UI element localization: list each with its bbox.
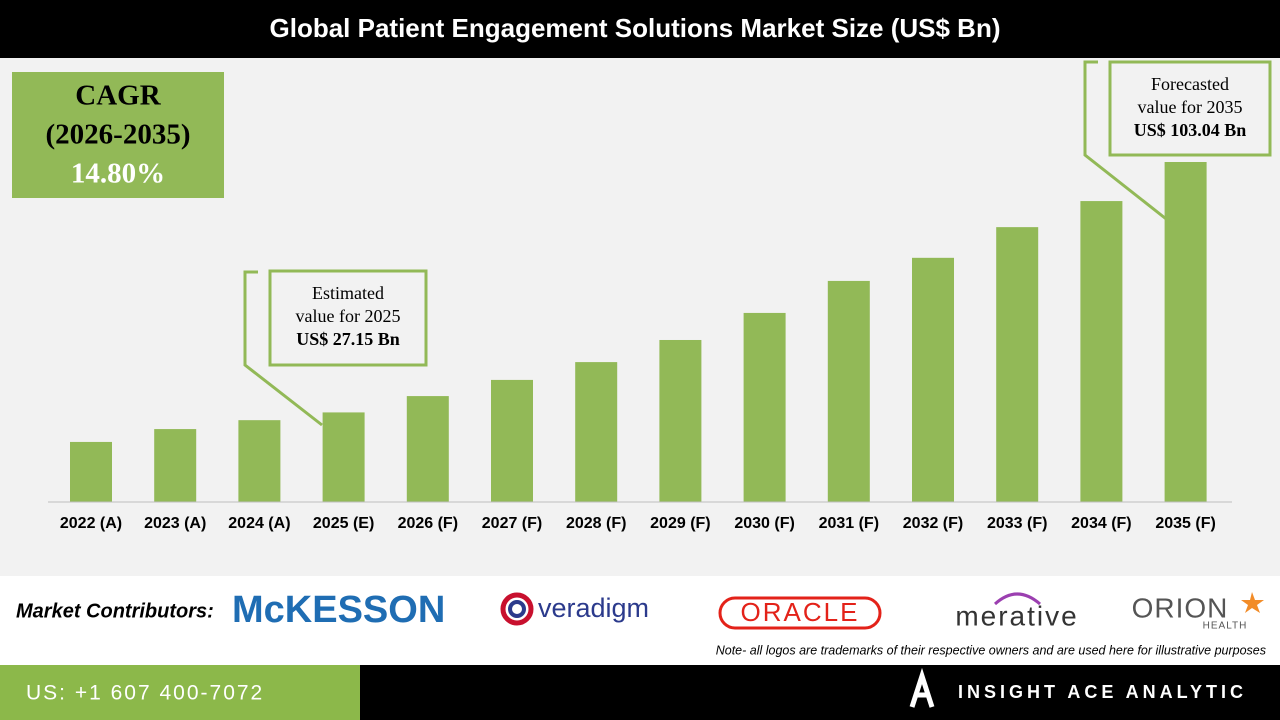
phone-bar bbox=[0, 665, 360, 720]
x-tick-label: 2026 (F) bbox=[398, 515, 458, 532]
x-tick-label: 2031 (F) bbox=[819, 515, 879, 532]
x-tick-label: 2030 (F) bbox=[734, 515, 794, 532]
logo-sub: HEALTH bbox=[1203, 621, 1248, 632]
logo-icon bbox=[993, 592, 1041, 606]
brand: INSIGHT ACE ANALYTIC bbox=[958, 682, 1247, 702]
note: Note- all logos are trademarks of their … bbox=[716, 643, 1266, 657]
x-tick-label: 2035 (F) bbox=[1155, 515, 1215, 532]
bar bbox=[996, 227, 1039, 502]
bar bbox=[70, 441, 112, 502]
logo: McKESSON bbox=[232, 589, 445, 631]
chart-title: Global Patient Engagement Solutions Mark… bbox=[270, 13, 1001, 43]
bar bbox=[238, 420, 281, 502]
annotation-text: value for 2035 bbox=[1138, 97, 1243, 117]
x-tick-label: 2024 (A) bbox=[228, 515, 290, 532]
callout-line bbox=[1083, 60, 1171, 224]
logo-icon bbox=[1241, 592, 1264, 613]
x-tick-label: 2029 (F) bbox=[650, 515, 710, 532]
bar bbox=[575, 362, 618, 502]
bar bbox=[912, 257, 954, 502]
x-tick-label: 2027 (F) bbox=[482, 515, 542, 532]
logo: ORACLE bbox=[741, 597, 860, 627]
cagr-value: 14.80% bbox=[71, 158, 165, 190]
logo: ORION bbox=[1132, 592, 1229, 623]
brand-icon bbox=[909, 667, 935, 708]
x-tick-label: 2023 (A) bbox=[144, 515, 206, 532]
bar bbox=[1080, 201, 1123, 502]
bar bbox=[1164, 162, 1207, 502]
cagr-period: (2026-2035) bbox=[46, 119, 191, 151]
bar bbox=[827, 280, 870, 502]
cagr-box bbox=[12, 72, 224, 198]
logo-frame bbox=[718, 596, 882, 630]
brand-bar bbox=[360, 665, 1280, 720]
annotations: Estimated value for 2025 US$ 27.15 Bn Forec… bbox=[296, 74, 1247, 349]
bar bbox=[154, 429, 197, 502]
logo-icon bbox=[508, 600, 526, 618]
bar bbox=[491, 379, 533, 502]
annotation-text: Forecasted bbox=[1151, 74, 1229, 94]
x-tick-label: 2022 (A) bbox=[60, 515, 122, 532]
logo: merative bbox=[955, 600, 1078, 631]
bar bbox=[659, 339, 702, 502]
x-tick-label: 2033 (F) bbox=[987, 515, 1047, 532]
annotation-text: Estimated bbox=[312, 283, 384, 303]
bar bbox=[406, 396, 449, 502]
annotation-text: US$ 103.04 Bn bbox=[1134, 120, 1247, 140]
x-tick-label: 2032 (F) bbox=[903, 515, 963, 532]
x-tick-label: 2028 (F) bbox=[566, 515, 626, 532]
bar bbox=[322, 412, 365, 502]
phone: US: +1 607 400-7072 bbox=[26, 682, 264, 705]
x-tick-label: 2025 (E) bbox=[313, 515, 374, 532]
cagr-label: CAGR bbox=[75, 80, 161, 112]
x-tick-label: 2034 (F) bbox=[1071, 515, 1131, 532]
bar bbox=[743, 312, 786, 502]
plot: 2022 (A) 2023 (A) 2024 (A) 2025 (E) 2026 (F)… bbox=[48, 162, 1232, 532]
callout-line bbox=[243, 270, 323, 427]
annotation-text: US$ 27.15 Bn bbox=[296, 329, 400, 349]
contributors-label: Market Contributors: bbox=[16, 600, 214, 622]
logo: veradigm bbox=[538, 593, 649, 623]
callout-box bbox=[1108, 60, 1272, 157]
annotation-text: value for 2025 bbox=[296, 306, 401, 326]
logo-icon bbox=[500, 592, 534, 626]
callout-box bbox=[268, 269, 428, 367]
title-bar bbox=[0, 0, 1280, 58]
